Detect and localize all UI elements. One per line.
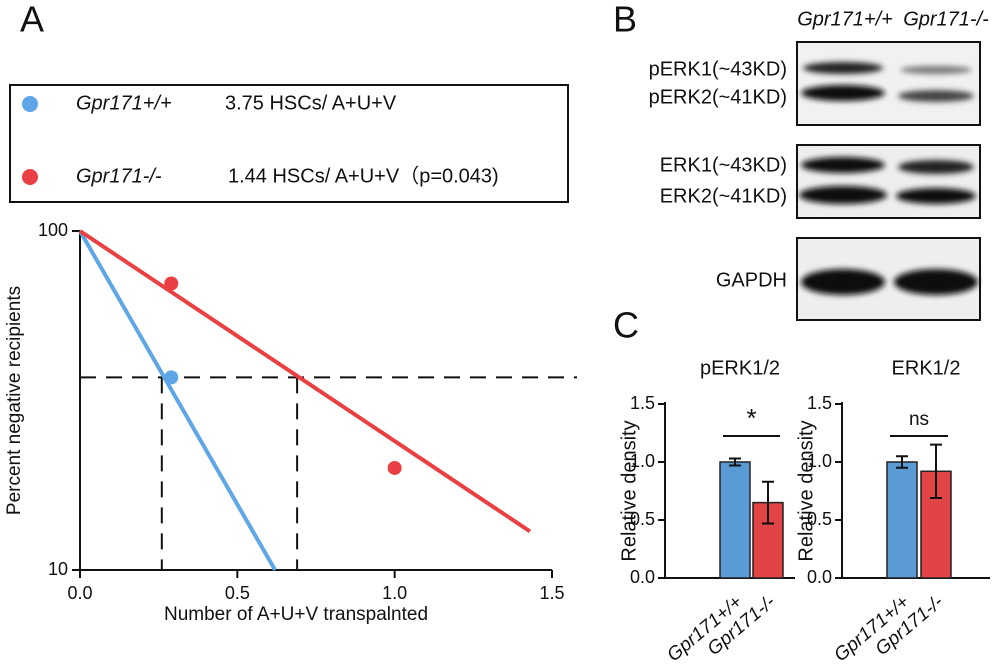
panel-label: A: [20, 0, 44, 40]
y-tick-label: 100: [38, 220, 68, 240]
error-bar: [930, 443, 942, 499]
bar: [920, 470, 952, 579]
error-bar: [729, 457, 741, 467]
legend-box: [9, 84, 569, 203]
data-point: [164, 370, 179, 385]
band-label: ERK2(~41KD): [660, 185, 787, 207]
data-point: [164, 276, 179, 291]
y-tick-label: 10: [48, 559, 68, 579]
significance-label: ns: [909, 409, 929, 430]
y-tick-label: 0.0: [630, 567, 655, 587]
chart-title: pERK1/2: [700, 357, 780, 379]
data-point: [387, 460, 402, 475]
y-axis-label: Relative density: [795, 420, 817, 561]
y-tick-label: 0.5: [807, 509, 832, 529]
y-tick-label: 1.5: [630, 393, 655, 413]
legend-label: Gpr171-/-: [76, 165, 162, 187]
x-tick-label: 0.0: [67, 583, 92, 603]
fit-line: [78, 229, 532, 534]
legend-estimate: 1.44 HSCs/ A+U+V（p=0.043): [228, 164, 499, 187]
error-bar: [896, 455, 908, 469]
x-tick-label: 1.0: [382, 583, 407, 603]
x-tick-label: 1.5: [539, 583, 564, 603]
panel-label: C: [613, 305, 639, 346]
band-label: pERK1(~43KD): [649, 58, 787, 80]
legend-marker: [22, 96, 38, 112]
legend-label: Gpr171+/+: [76, 92, 172, 114]
significance-label: *: [746, 403, 756, 433]
legend-marker: [22, 169, 38, 185]
error-bar: [762, 480, 774, 525]
bar: [886, 461, 918, 579]
y-axis-label: Relative density: [618, 420, 640, 561]
legend-estimate: 3.75 HSCs/ A+U+V: [225, 92, 397, 114]
bar: [719, 461, 751, 579]
y-tick-label: 1.5: [807, 393, 832, 413]
fit-line: [78, 230, 277, 571]
y-axis-label: Percent negative recipients: [4, 286, 25, 515]
band-label: pERK2(~41KD): [649, 86, 787, 108]
x-axis-label: Number of A+U+V transpalnted: [164, 604, 428, 625]
chart-title: ERK1/2: [892, 357, 961, 379]
band-label: ERK1(~43KD): [660, 154, 787, 176]
y-tick-label: 0.5: [630, 509, 655, 529]
genotype-label: Gpr171+/+: [797, 8, 893, 30]
panel-label: B: [613, 0, 637, 40]
x-tick-label: 0.5: [225, 583, 250, 603]
y-tick-label: 1.0: [630, 451, 655, 471]
y-tick-label: 1.0: [807, 451, 832, 471]
blot: [796, 41, 981, 321]
band-label: GAPDH: [716, 269, 787, 291]
y-tick-label: 0.0: [807, 567, 832, 587]
genotype-label: Gpr171-/-: [903, 8, 989, 30]
